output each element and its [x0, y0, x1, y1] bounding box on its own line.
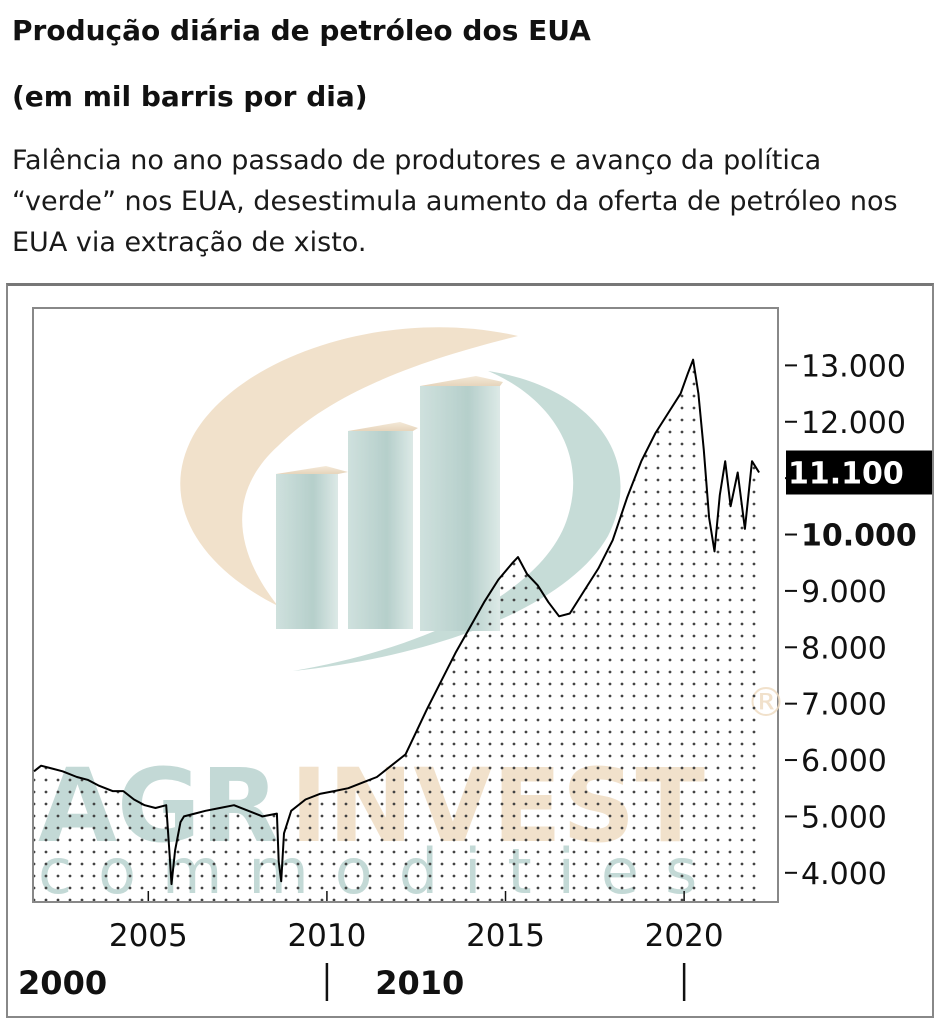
y-tick-label: 7.000	[801, 688, 887, 723]
y-tick-label: 8.000	[801, 631, 887, 666]
x-tick-label: 2005	[109, 918, 188, 954]
description-text: Falência no ano passado de produtores e …	[12, 145, 898, 258]
current-value-label: 11.100	[788, 457, 904, 492]
logo-bar-1	[276, 474, 338, 629]
y-tick-label: 6.000	[801, 744, 887, 779]
x-major-tick-label: 2010	[375, 964, 464, 1002]
y-tick-label: 13.000	[801, 349, 906, 384]
series-layer	[33, 358, 760, 901]
series-area-fill	[34, 359, 760, 901]
chart: AGR INVEST commodities ® 4.0005.0006.000…	[18, 307, 932, 1002]
chart-frame: AGR INVEST commodities ® 4.0005.0006.000…	[6, 283, 934, 1018]
y-tick-label: 10.000	[801, 519, 917, 554]
current-value-bg	[786, 450, 932, 495]
x-major-tick-label: 2000	[18, 964, 107, 1002]
x-tick-label: 2020	[645, 918, 724, 954]
logo-bar-3	[420, 386, 500, 631]
y-tick-label: 4.000	[801, 857, 887, 892]
y-tick-label: 12.000	[801, 406, 906, 441]
x-tick-label: 2010	[287, 918, 366, 954]
logo-bar-2	[348, 431, 413, 629]
y-tick-label: 9.000	[801, 575, 887, 610]
y-axis: 4.000 5.000 6.000 7.000 8.000 9.000 10.000 12.0…	[785, 349, 917, 892]
page-title: Produção diária de petróleo dos EUA	[12, 14, 591, 47]
x-tick-label: 2015	[466, 918, 545, 954]
series-line	[33, 358, 760, 886]
page-subtitle: (em mil barris por dia)	[12, 80, 368, 113]
current-value-marker: 11.100	[786, 450, 932, 495]
y-tick-label: 5.000	[801, 800, 887, 835]
logo-swoosh-beige	[180, 327, 518, 606]
